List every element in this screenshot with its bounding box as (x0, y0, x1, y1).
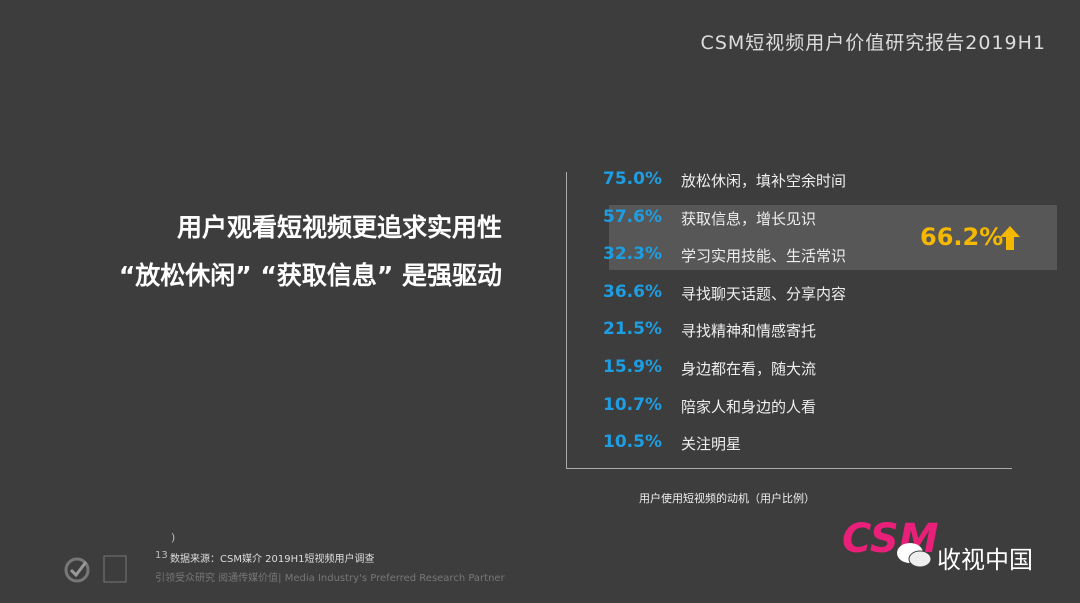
motive-percent: 10.7% (603, 394, 662, 415)
headline: “放松休闲” “获取信息” 是强驱动 (118, 261, 502, 290)
footer-paren: ) (171, 531, 176, 544)
wechat-icon (897, 543, 932, 568)
highlight-box (609, 205, 1057, 270)
watermark: 收视中国 (937, 546, 1033, 574)
motive-label: 放松休闲，填补空余时间 (681, 172, 847, 190)
motive-percent: 75.0% (603, 169, 662, 189)
motive-percent: 10.5% (603, 432, 662, 453)
motive-percent: 32.3% (603, 244, 662, 265)
motive-label: 关注明星 (681, 435, 742, 454)
page-number: 13 (155, 550, 168, 561)
headline: 用户观看短视频更追求实用性 (176, 213, 502, 242)
motive-label: 身边都在看，随大流 (681, 360, 817, 378)
axis-line (566, 172, 567, 469)
up-arrow (1000, 226, 1020, 250)
motive-label: 寻找精神和情感寄托 (681, 322, 817, 341)
motive-label: 获取信息，增长见识 (681, 209, 817, 228)
motive-label: 学习实用技能、生活常识 (681, 247, 847, 266)
certification-icons (64, 555, 127, 583)
slogan: 引领受众研究 阅通传媒价值| Media Industry's Preferre… (155, 573, 505, 584)
motive-percent: 15.9% (603, 357, 662, 377)
motive-percent: 36.6% (603, 281, 662, 302)
motive-percent: 57.6% (603, 206, 662, 227)
motive-label: 陪家人和身边的人看 (681, 397, 817, 416)
caption: 用户使用短视频的动机（用户比例） (639, 492, 815, 505)
source: 数据来源：CSM媒介 2019H1短视频用户调查 (170, 554, 375, 565)
report-title: CSM短视频用户价值研究报告2019H1 (700, 32, 1046, 54)
highlight-percent: 66.2% (920, 223, 1004, 251)
motive-label: 寻找聊天话题、分享内容 (681, 284, 847, 303)
axis-line (566, 468, 1012, 469)
motive-percent: 21.5% (603, 319, 662, 340)
